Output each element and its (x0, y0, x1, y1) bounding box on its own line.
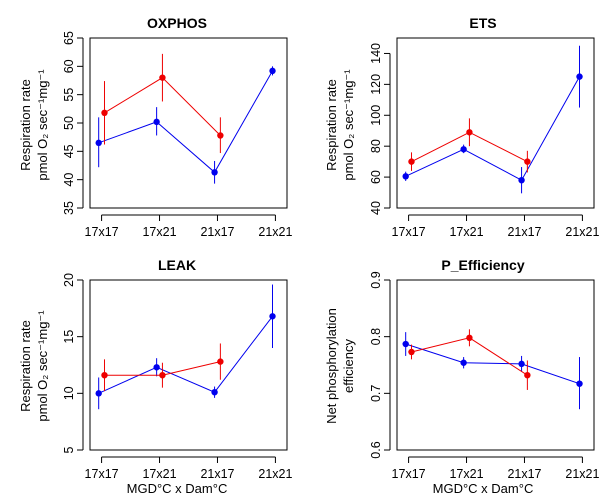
y-tick-label: 0.6 (369, 441, 383, 458)
panel-ets: ETS Respiration rate pmol O₂ sec⁻¹mg⁻¹ 1… (324, 15, 599, 239)
y-tick-label: 80 (369, 139, 383, 153)
x-tick-label: 17x21 (449, 467, 483, 481)
x-axis-label: MGD°C x Dam°C (433, 481, 534, 496)
series-line-blue (98, 315, 273, 394)
y-tick-label: 60 (62, 59, 76, 73)
data-point-blue (269, 313, 276, 320)
x-tick-label: 21x17 (200, 225, 234, 239)
y-axis-label-line2: pmol O₂ sec⁻¹mg⁻¹ (35, 69, 50, 181)
x-tick-label: 21x21 (258, 225, 292, 239)
y-tick-label: 60 (369, 170, 383, 184)
y-axis-label-line1: Respiration rate (18, 79, 33, 171)
data-point-red (217, 358, 224, 365)
data-point-blue (518, 360, 525, 368)
y-tick-label: 5 (62, 446, 76, 453)
y-tick-label: 10 (62, 386, 76, 400)
data-point-blue (153, 118, 160, 126)
y-tick-label: 0.9 (369, 271, 383, 288)
plot-frame (396, 37, 595, 209)
series-line-blue (98, 70, 273, 174)
data-point-blue (460, 359, 467, 366)
y-axis-label-line2: efficiency (341, 339, 356, 393)
data-point-red (159, 372, 166, 379)
panel-title: P_Efficiency (441, 257, 524, 273)
y-tick-label: 100 (369, 105, 383, 126)
x-tick-label: 21x21 (258, 467, 292, 481)
data-point-blue (460, 146, 467, 153)
x-tick-label: 21x17 (507, 225, 541, 239)
x-tick-label: 21x17 (200, 467, 234, 481)
y-axis-label-line1: Respiration rate (18, 320, 33, 412)
data-point-blue (269, 67, 276, 75)
x-tick-label: 21x17 (507, 467, 541, 481)
x-tick-label: 17x17 (392, 467, 426, 481)
panel-title: OXPHOS (147, 15, 207, 31)
data-point-red (466, 334, 473, 341)
x-tick-label: 21x21 (565, 467, 599, 481)
y-axis-label-line1: Respiration rate (324, 79, 339, 171)
data-point-blue (211, 389, 218, 396)
y-tick-label: 50 (62, 116, 76, 130)
panel-title: LEAK (158, 257, 196, 273)
y-tick-label: 0.8 (369, 328, 383, 345)
data-point-red (408, 158, 415, 165)
y-tick-label: 120 (369, 74, 383, 95)
plot-frame (89, 279, 288, 451)
y-tick-label: 0.7 (369, 385, 383, 402)
y-axis-label-line2: pmol O₂ sec⁻¹mg⁻¹ (35, 310, 50, 422)
series-line-blue (405, 343, 580, 385)
y-tick-label: 55 (62, 88, 76, 102)
data-point-red (408, 348, 415, 356)
panel-oxphos: OXPHOS Respiration rate pmol O₂ sec⁻¹mg⁻… (18, 15, 292, 239)
panel-leak: LEAK Respiration rate pmol O₂ sec⁻¹mg⁻¹ … (18, 257, 292, 496)
x-tick-label: 17x21 (449, 225, 483, 239)
y-tick-label: 65 (62, 31, 76, 45)
y-axis-label-line1: Net phosphorylation (324, 308, 339, 424)
series-line-blue (405, 76, 580, 181)
plot-frame (396, 279, 595, 451)
y-tick-label: 35 (62, 201, 76, 215)
data-point-red (466, 129, 473, 136)
panel-title: ETS (469, 15, 496, 31)
data-point-blue (95, 139, 102, 147)
x-tick-label: 17x17 (85, 225, 119, 239)
data-point-red (101, 109, 108, 117)
plot-frame (89, 37, 288, 209)
x-tick-label: 17x17 (392, 225, 426, 239)
y-tick-label: 140 (369, 43, 383, 64)
data-point-red (217, 132, 224, 139)
data-point-blue (402, 340, 409, 348)
x-tick-label: 17x21 (142, 225, 176, 239)
y-tick-label: 45 (62, 144, 76, 158)
data-point-blue (153, 364, 160, 371)
data-point-red (524, 158, 531, 165)
data-point-blue (518, 176, 525, 184)
x-tick-label: 17x21 (142, 467, 176, 481)
x-tick-label: 21x21 (565, 225, 599, 239)
data-point-red (101, 372, 108, 379)
y-tick-label: 15 (62, 330, 76, 344)
x-tick-label: 17x17 (85, 467, 119, 481)
x-axis-label: MGD°C x Dam°C (127, 481, 228, 496)
y-axis-label-line2: pmol O₂ sec⁻¹mg⁻¹ (341, 69, 356, 181)
data-point-blue (576, 380, 583, 387)
data-point-red (524, 372, 531, 379)
data-point-blue (576, 73, 583, 80)
data-point-blue (211, 169, 218, 176)
data-point-blue (402, 173, 409, 180)
data-point-red (159, 74, 166, 81)
y-tick-label: 20 (62, 273, 76, 287)
y-tick-label: 40 (62, 173, 76, 187)
data-point-blue (95, 390, 102, 397)
y-tick-label: 40 (369, 201, 383, 215)
panel-p-efficiency: P_Efficiency Net phosphorylation efficie… (324, 257, 599, 496)
